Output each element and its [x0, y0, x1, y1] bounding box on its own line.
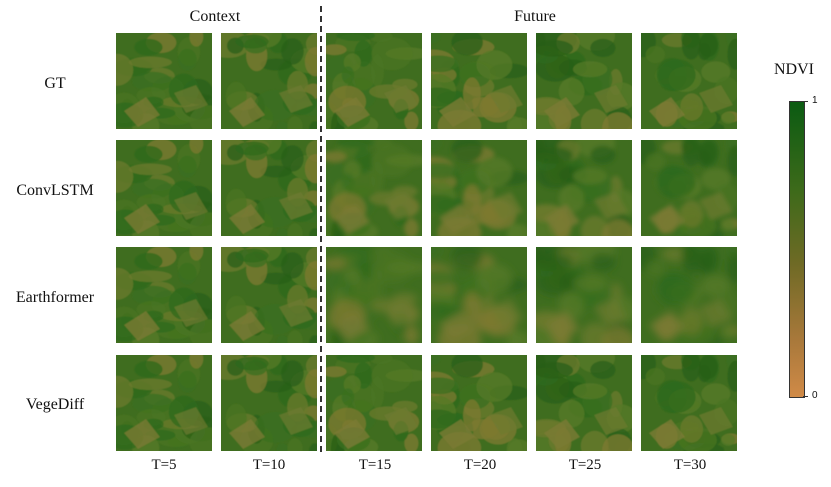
ndvi-tile [116, 140, 212, 236]
ndvi-tile [536, 33, 632, 129]
ndvi-tile [326, 247, 422, 343]
ndvi-tile [641, 247, 737, 343]
ndvi-tile [536, 247, 632, 343]
ndvi-tile [116, 355, 212, 451]
timestep-label-t30: T=30 [673, 457, 707, 473]
ndvi-tile [641, 33, 737, 129]
ndvi-tile [326, 355, 422, 451]
ndvi-tile [641, 355, 737, 451]
ndvi-tile [221, 140, 317, 236]
future-header: Future [514, 8, 556, 25]
context-future-divider [320, 6, 322, 452]
ndvi-tile [326, 33, 422, 129]
row-label-vegediff: VegeDiff [25, 396, 85, 413]
colorbar-min-label: 0 [812, 390, 818, 401]
ndvi-tile [221, 247, 317, 343]
context-header: Context [189, 8, 241, 25]
row-label-gt: GT [44, 75, 66, 92]
ndvi-tile [221, 355, 317, 451]
colorbar-tick-max [803, 101, 808, 102]
ndvi-tile [116, 33, 212, 129]
ndvi-tile [431, 33, 527, 129]
ndvi-colorbar [789, 101, 805, 398]
ndvi-tile [326, 140, 422, 236]
ndvi-tile [536, 140, 632, 236]
row-label-convlstm: ConvLSTM [16, 182, 94, 199]
ndvi-tile [431, 247, 527, 343]
ndvi-tile [116, 247, 212, 343]
timestep-label-t5: T=5 [151, 457, 177, 473]
timestep-label-t15: T=15 [358, 457, 392, 473]
ndvi-tile [431, 140, 527, 236]
ndvi-tile [221, 33, 317, 129]
timestep-label-t10: T=10 [252, 457, 286, 473]
timestep-label-t20: T=20 [463, 457, 497, 473]
colorbar-max-label: 1 [812, 95, 818, 106]
colorbar-title: NDVI [774, 61, 814, 78]
colorbar-tick-min [803, 396, 808, 397]
ndvi-tile [431, 355, 527, 451]
row-label-earthformer: Earthformer [15, 289, 95, 306]
timestep-label-t25: T=25 [568, 457, 602, 473]
ndvi-tile [641, 140, 737, 236]
ndvi-tile [536, 355, 632, 451]
